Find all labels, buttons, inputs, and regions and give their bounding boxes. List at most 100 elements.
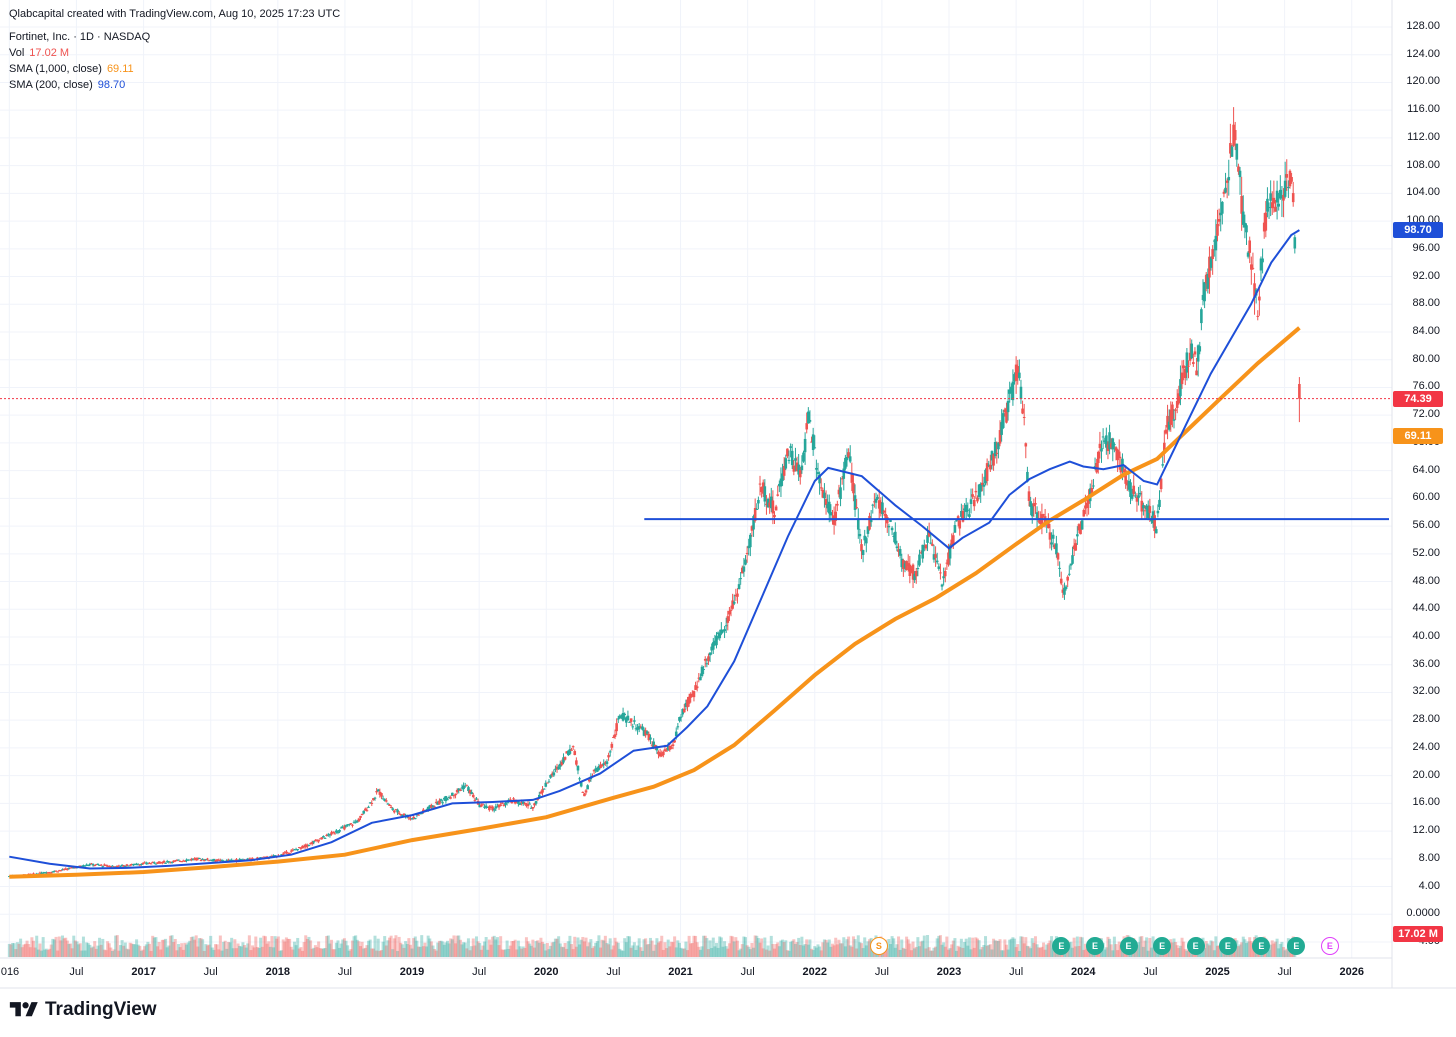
volume-bar [193, 939, 197, 957]
volume-bar [898, 949, 902, 957]
volume-bar [628, 936, 632, 957]
candle-body [1138, 492, 1142, 495]
volume-bar [276, 936, 280, 957]
volume-bar [958, 947, 962, 957]
y-tick-label: 12.00 [1412, 824, 1440, 837]
volume-bar [971, 937, 975, 957]
candle-body [141, 863, 145, 865]
volume-bar [1280, 941, 1284, 957]
candle-body [865, 538, 868, 544]
candle-body [1153, 515, 1156, 532]
volume-bar [570, 944, 574, 957]
volume-bar [173, 938, 177, 957]
candle-body [1047, 522, 1050, 529]
candle-body [877, 500, 881, 509]
volume-bar [521, 946, 525, 957]
volume-bar [441, 941, 445, 957]
candle-body [212, 858, 216, 861]
volume-bar [1035, 944, 1039, 957]
y-tick-label: 20.00 [1412, 768, 1440, 781]
volume-bar [67, 943, 71, 957]
candle-body [331, 832, 335, 834]
candle-body [821, 489, 825, 498]
volume-bar [236, 943, 240, 957]
volume-bar [805, 939, 809, 957]
volume-bar [711, 937, 715, 957]
candle-body [1167, 421, 1171, 430]
volume-bar [787, 950, 791, 957]
candle-body [794, 458, 797, 461]
earnings-event-marker[interactable]: E [1287, 937, 1306, 955]
candle-body [1291, 193, 1295, 203]
volume-bar [402, 947, 406, 957]
earnings-event-marker[interactable]: E [1218, 937, 1237, 955]
volume-bar [334, 942, 338, 957]
candle-body [409, 818, 412, 820]
volume-bar [106, 941, 110, 957]
candle-body [283, 852, 287, 854]
candle-body [312, 841, 316, 843]
volume-bar [368, 939, 372, 957]
volume-bar [135, 939, 139, 957]
volume-bar [259, 937, 263, 957]
volume-bar [273, 936, 277, 957]
candle-body [829, 512, 833, 516]
candle-body [850, 472, 854, 483]
candle-body [679, 716, 683, 718]
candle-body [518, 803, 522, 805]
candle-body [724, 625, 728, 627]
volume-bar [839, 943, 843, 957]
volume-bar [916, 937, 920, 957]
earnings-event-marker[interactable]: E [1119, 937, 1138, 955]
candle-body [634, 728, 638, 730]
volume-bar [1029, 948, 1033, 957]
volume-bar [431, 945, 435, 957]
volume-bar [1207, 945, 1211, 957]
candle-body [948, 545, 952, 559]
candle-body [219, 860, 222, 862]
earnings-event-marker[interactable]: E [1252, 937, 1271, 955]
volume-bar [924, 948, 928, 957]
volume-bar [1149, 947, 1153, 957]
candle-body [54, 870, 58, 872]
split-event-marker[interactable]: S [869, 937, 888, 955]
candle-body [494, 806, 498, 809]
volume-bar [584, 937, 588, 957]
volume-bar [17, 943, 21, 957]
earnings-event-marker[interactable]: E [1153, 937, 1172, 955]
sma-200-legend[interactable]: SMA (200, close) 98.70 [9, 78, 130, 92]
candle-body [199, 860, 203, 862]
volume-bar [32, 940, 36, 957]
sma-1000-legend[interactable]: SMA (1,000, close) 69.11 [9, 62, 139, 76]
volume-bar [661, 949, 665, 957]
symbol-title[interactable]: Fortinet, Inc. · 1D · NASDAQ [9, 31, 151, 43]
volume-bar [914, 946, 918, 957]
volume-bar [476, 941, 480, 957]
candle-body [1029, 501, 1032, 507]
volume-bar [998, 939, 1002, 957]
volume-bar [394, 935, 398, 957]
volume-bar [581, 936, 585, 957]
volume-bar [1145, 937, 1149, 957]
candle-body [868, 515, 871, 530]
candle-body [1230, 146, 1234, 157]
candle-body [207, 860, 211, 862]
volume-bar [122, 945, 126, 957]
candle-body [214, 860, 217, 862]
earnings-event-marker[interactable]: E [1186, 937, 1205, 955]
volume-bar [1138, 936, 1142, 957]
tradingview-brand[interactable]: TradingView [9, 999, 157, 1021]
earnings-event-marker[interactable]: E [1052, 937, 1071, 955]
candle-body [310, 842, 314, 845]
volume-bar [123, 942, 127, 957]
earnings-event-marker[interactable]: E [1085, 937, 1104, 955]
candle-body [1250, 264, 1253, 270]
upcoming-earnings-marker[interactable]: E [1320, 937, 1339, 955]
volume-bar [801, 945, 805, 957]
volume-bar [737, 950, 741, 957]
volume-legend[interactable]: Vol 17.02 M [9, 46, 74, 60]
sma-200-price-tag: 98.70 [1393, 222, 1443, 238]
candle-body [855, 507, 858, 509]
candle-body [86, 865, 90, 867]
